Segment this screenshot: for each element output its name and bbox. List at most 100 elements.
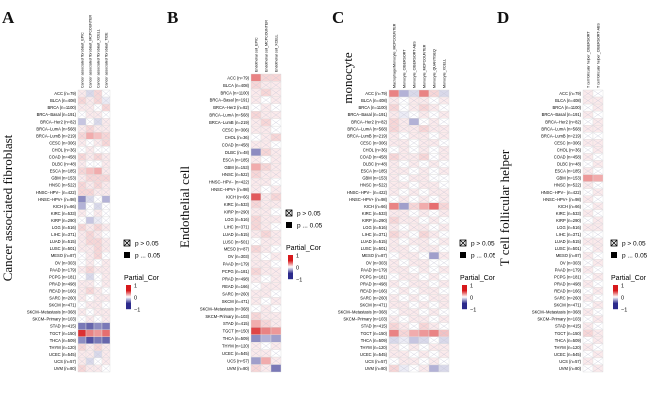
nonsignificant-mark — [409, 259, 419, 266]
legend-gradient-step — [288, 266, 293, 268]
nonsignificant-mark — [593, 132, 603, 140]
row-label: READ (n=166) — [222, 284, 249, 289]
nonsignificant-mark — [409, 111, 419, 118]
nonsignificant-mark — [399, 330, 409, 337]
nonsignificant-mark — [78, 160, 86, 168]
heatmap-cell — [418, 202, 430, 211]
nonsignificant-mark — [419, 266, 429, 273]
nonsignificant-mark — [86, 266, 94, 273]
nonsignificant-mark — [429, 238, 439, 245]
row-label: KIRP (n=290) — [556, 218, 581, 223]
nonsignificant-mark — [94, 280, 102, 288]
nonsignificant-mark — [419, 160, 429, 168]
nonsignificant-mark — [261, 163, 271, 171]
nonsignificant-mark — [419, 365, 429, 372]
nonsignificant-mark — [399, 301, 409, 309]
row-label: PCPG (n=181) — [360, 274, 388, 279]
nonsignificant-mark — [389, 146, 399, 154]
nonsignificant-mark — [389, 287, 399, 295]
nonsignificant-mark — [261, 320, 271, 327]
nonsignificant-mark — [583, 280, 593, 288]
row-label: SKCM−Metastasis (n=368) — [338, 310, 388, 315]
row-label: CESC (n=306) — [554, 140, 581, 145]
nonsignificant-mark — [389, 153, 399, 161]
legend-gradient-step — [126, 298, 131, 300]
nonsignificant-mark — [78, 90, 86, 97]
nonsignificant-mark — [389, 231, 399, 238]
nonsignificant-mark — [593, 287, 603, 295]
row-label: LUAD (n=515) — [555, 239, 582, 244]
nonsignificant-mark — [102, 146, 110, 154]
row-label: SARC (n=260) — [222, 291, 249, 296]
nonsignificant-mark — [409, 266, 419, 273]
nonsignificant-mark — [593, 153, 603, 161]
row-label: BRCA−LumB (n=219) — [541, 133, 581, 138]
legend-gradient-step — [288, 262, 293, 264]
row-label: OV (n=303) — [228, 254, 250, 259]
nonsignificant-mark — [583, 189, 593, 196]
nonsignificant-mark — [583, 90, 593, 97]
nonsignificant-mark — [593, 203, 603, 210]
nonsignificant-mark — [429, 224, 439, 231]
nonsignificant-mark — [251, 171, 261, 178]
nonsignificant-mark — [261, 208, 271, 216]
nonsignificant-mark — [271, 81, 281, 89]
nonsignificant-mark — [419, 210, 429, 217]
row-label: SKCM−Primary (n=103) — [205, 314, 249, 319]
nonsignificant-mark — [409, 252, 419, 259]
legend-gradient-step — [613, 298, 618, 300]
nonsignificant-mark — [86, 146, 94, 154]
row-label: BLCA (n=408) — [555, 98, 581, 103]
nonsignificant-mark — [439, 259, 449, 266]
nonsignificant-mark — [439, 189, 449, 196]
heatmap-cell — [428, 329, 440, 337]
legend-tick-label: 1 — [470, 284, 473, 290]
nonsignificant-mark — [78, 259, 86, 266]
legend-tick-label: 0 — [296, 266, 299, 272]
nonsignificant-mark — [389, 167, 399, 175]
nonsignificant-mark — [86, 231, 94, 238]
nonsignificant-mark — [439, 351, 449, 358]
row-label: DLBC (n=48) — [225, 150, 250, 155]
nonsignificant-mark — [102, 252, 110, 259]
nonsignificant-mark — [439, 330, 449, 337]
nonsignificant-mark — [583, 167, 593, 175]
heatmap-cell — [93, 167, 103, 175]
heatmap-cell — [77, 117, 87, 126]
heatmap-d: T cell follicular helper_CIBERSORT T cell… — [532, 23, 648, 373]
row-label: ESCA (n=185) — [50, 169, 77, 174]
nonsignificant-mark — [593, 266, 603, 273]
row-label: HNSC (n=522) — [360, 183, 388, 188]
nonsignificant-mark — [271, 156, 281, 164]
nonsignificant-mark — [439, 273, 449, 281]
legend-gradient-step — [462, 297, 467, 299]
legend-gradient-step — [613, 301, 618, 303]
row-label: COAD (n=458) — [360, 155, 388, 160]
nonsignificant-mark — [439, 301, 449, 309]
nonsignificant-mark — [78, 351, 86, 358]
nonsignificant-mark — [86, 90, 94, 97]
nonsignificant-mark — [409, 132, 419, 140]
nonsignificant-mark — [399, 118, 409, 125]
legend-gradient-step — [613, 308, 618, 310]
row-label: PRAD (n=498) — [554, 281, 581, 286]
heatmap-cell — [85, 167, 95, 175]
row-label: CESC (n=306) — [49, 140, 76, 145]
legend-gradient-step — [288, 276, 293, 278]
row-label: BRCA−LumB (n=219) — [209, 120, 249, 125]
legend-gradient-step — [126, 286, 131, 288]
nonsignificant-mark — [429, 146, 439, 154]
nonsignificant-mark — [429, 153, 439, 161]
nonsignificant-mark — [399, 160, 409, 168]
nonsignificant-mark — [593, 125, 603, 132]
nonsignificant-mark — [399, 189, 409, 196]
nonsignificant-mark — [399, 308, 409, 316]
legend-tick-label: 1 — [134, 284, 137, 290]
nonsignificant-mark — [399, 139, 409, 147]
legend-sig-label: p ... 0.05 — [471, 253, 495, 260]
nonsignificant-mark — [419, 132, 429, 140]
nonsignificant-mark — [583, 196, 593, 203]
nonsignificant-mark — [94, 252, 102, 259]
row-label: ESCA (n=185) — [555, 169, 582, 174]
heatmap-cell — [388, 329, 400, 337]
